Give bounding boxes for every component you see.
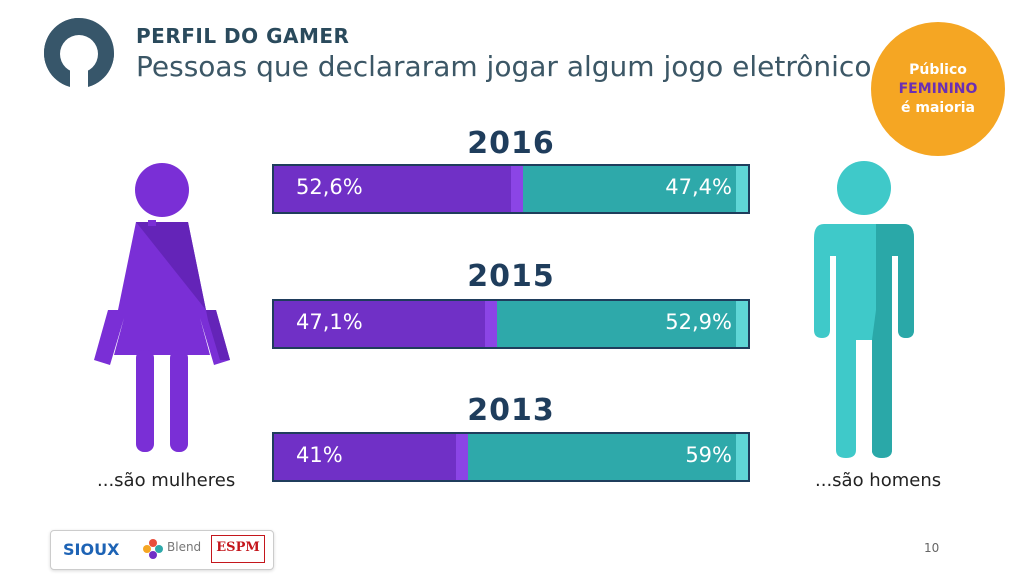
page-title: Pessoas que declararam jogar algum jogo … xyxy=(136,50,872,83)
label-2013-female: 41% xyxy=(296,443,343,467)
espm-logo: ESPM xyxy=(211,535,265,563)
bar-2016-female xyxy=(274,166,524,212)
label-2016-female: 52,6% xyxy=(296,175,363,199)
year-label-2016: 2016 xyxy=(467,126,555,161)
sioux-logo: SIOUX xyxy=(63,540,120,559)
woman-icon xyxy=(94,163,230,452)
label-2016-male: 47,4% xyxy=(665,175,732,199)
gamer-profile-icon xyxy=(44,18,114,92)
section-kicker: PERFIL DO GAMER xyxy=(136,24,350,48)
year-label-2015: 2015 xyxy=(467,259,555,294)
label-2013-male: 59% xyxy=(685,443,732,467)
female-majority-badge: Público FEMININO é maioria xyxy=(871,22,1005,156)
page-number: 10 xyxy=(924,541,940,555)
bar-2015-female xyxy=(274,301,498,347)
men-caption: ...são homens xyxy=(815,470,942,491)
bar-2015: 47,1% 52,9% xyxy=(272,299,750,349)
bar-2013-male xyxy=(468,434,748,480)
badge-line-1: Público xyxy=(909,61,967,78)
bar-2013-female xyxy=(274,434,469,480)
bar-2013: 41% 59% xyxy=(272,432,750,482)
bar-2016: 52,6% 47,4% xyxy=(272,164,750,214)
blend-logo: Blend xyxy=(167,540,202,554)
partner-logos: SIOUX Blend ESPM xyxy=(50,530,274,570)
label-2015-female: 47,1% xyxy=(296,310,363,334)
women-caption: ...são mulheres xyxy=(97,470,236,491)
man-icon xyxy=(814,161,914,458)
blend-flower-icon xyxy=(143,539,163,559)
label-2015-male: 52,9% xyxy=(665,310,732,334)
badge-line-3: é maioria xyxy=(901,99,975,116)
bar-2015-male xyxy=(497,301,748,347)
year-label-2013: 2013 xyxy=(467,393,555,428)
badge-line-2: FEMININO xyxy=(898,80,978,97)
bar-2016-male xyxy=(523,166,748,212)
